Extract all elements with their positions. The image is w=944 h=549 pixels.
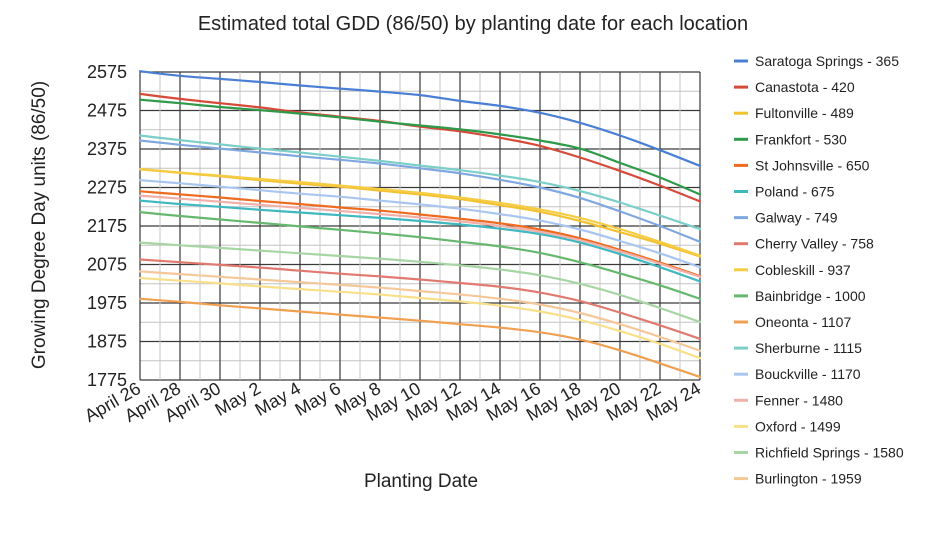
legend-label: Richfield Springs - 1580: [755, 445, 904, 461]
series-line: [138, 134, 702, 231]
legend-label: Sherburne - 1115: [755, 340, 862, 356]
legend-label: Bainbridge - 1000: [755, 288, 866, 304]
y-tick-label: 2275: [87, 178, 127, 198]
series-line: [138, 194, 702, 278]
y-tick-label: 2575: [87, 62, 127, 82]
legend-label: Saratoga Springs - 365: [755, 53, 899, 69]
legend-label: Cherry Valley - 758: [755, 236, 874, 252]
y-tick-label: 1775: [87, 370, 127, 390]
y-tick-label: 2175: [87, 216, 127, 236]
series-line: [138, 199, 702, 283]
legend-label: Burlington - 1959: [755, 471, 862, 487]
y-tick-label: 2375: [87, 139, 127, 159]
x-axis-title: Planting Date: [364, 471, 478, 492]
legend-label: Frankfort - 530: [755, 131, 847, 147]
series-line: [138, 179, 702, 269]
series-line: [138, 92, 702, 203]
series-line: [138, 70, 702, 167]
y-axis-title: Growing Degree Day units (86/50): [29, 81, 50, 369]
legend-label: Fenner - 1480: [755, 392, 843, 408]
y-tick-label: 1975: [87, 293, 127, 313]
series-line: [138, 139, 702, 243]
legend-label: Cobleskill - 937: [755, 262, 851, 278]
series-line: [138, 190, 702, 278]
y-axis-ticks: 2575 2475 2375 2275 2175 2075 1975 1875 1775: [87, 62, 127, 390]
y-tick-label: 2475: [87, 101, 127, 121]
series-line: [138, 270, 702, 352]
legend-label: Bouckville - 1170: [755, 366, 861, 382]
series-line: [138, 211, 702, 300]
legend-label: Poland - 675: [755, 184, 835, 200]
series-group: [138, 70, 702, 378]
y-tick-label: 1875: [87, 332, 127, 352]
legend-label: Oneonta - 1107: [755, 314, 851, 330]
series-line: [138, 258, 702, 340]
series-line: [138, 241, 702, 323]
series-line: [138, 98, 702, 196]
chart-title: Estimated total GDD (86/50) by planting …: [198, 13, 748, 35]
series-line: [138, 297, 702, 378]
legend: Saratoga Springs - 365 Canastota - 420 Ful…: [734, 53, 904, 487]
legend-label: Canastota - 420: [755, 79, 855, 95]
series-line: [138, 276, 702, 360]
legend-label: St Johnsville - 650: [755, 157, 870, 173]
series-line: [138, 167, 702, 257]
legend-label: Galway - 749: [755, 210, 838, 226]
y-tick-label: 2075: [87, 255, 127, 275]
legend-label: Fultonville - 489: [755, 105, 854, 121]
legend-label: Oxford - 1499: [755, 418, 841, 434]
grid: [139, 71, 701, 381]
